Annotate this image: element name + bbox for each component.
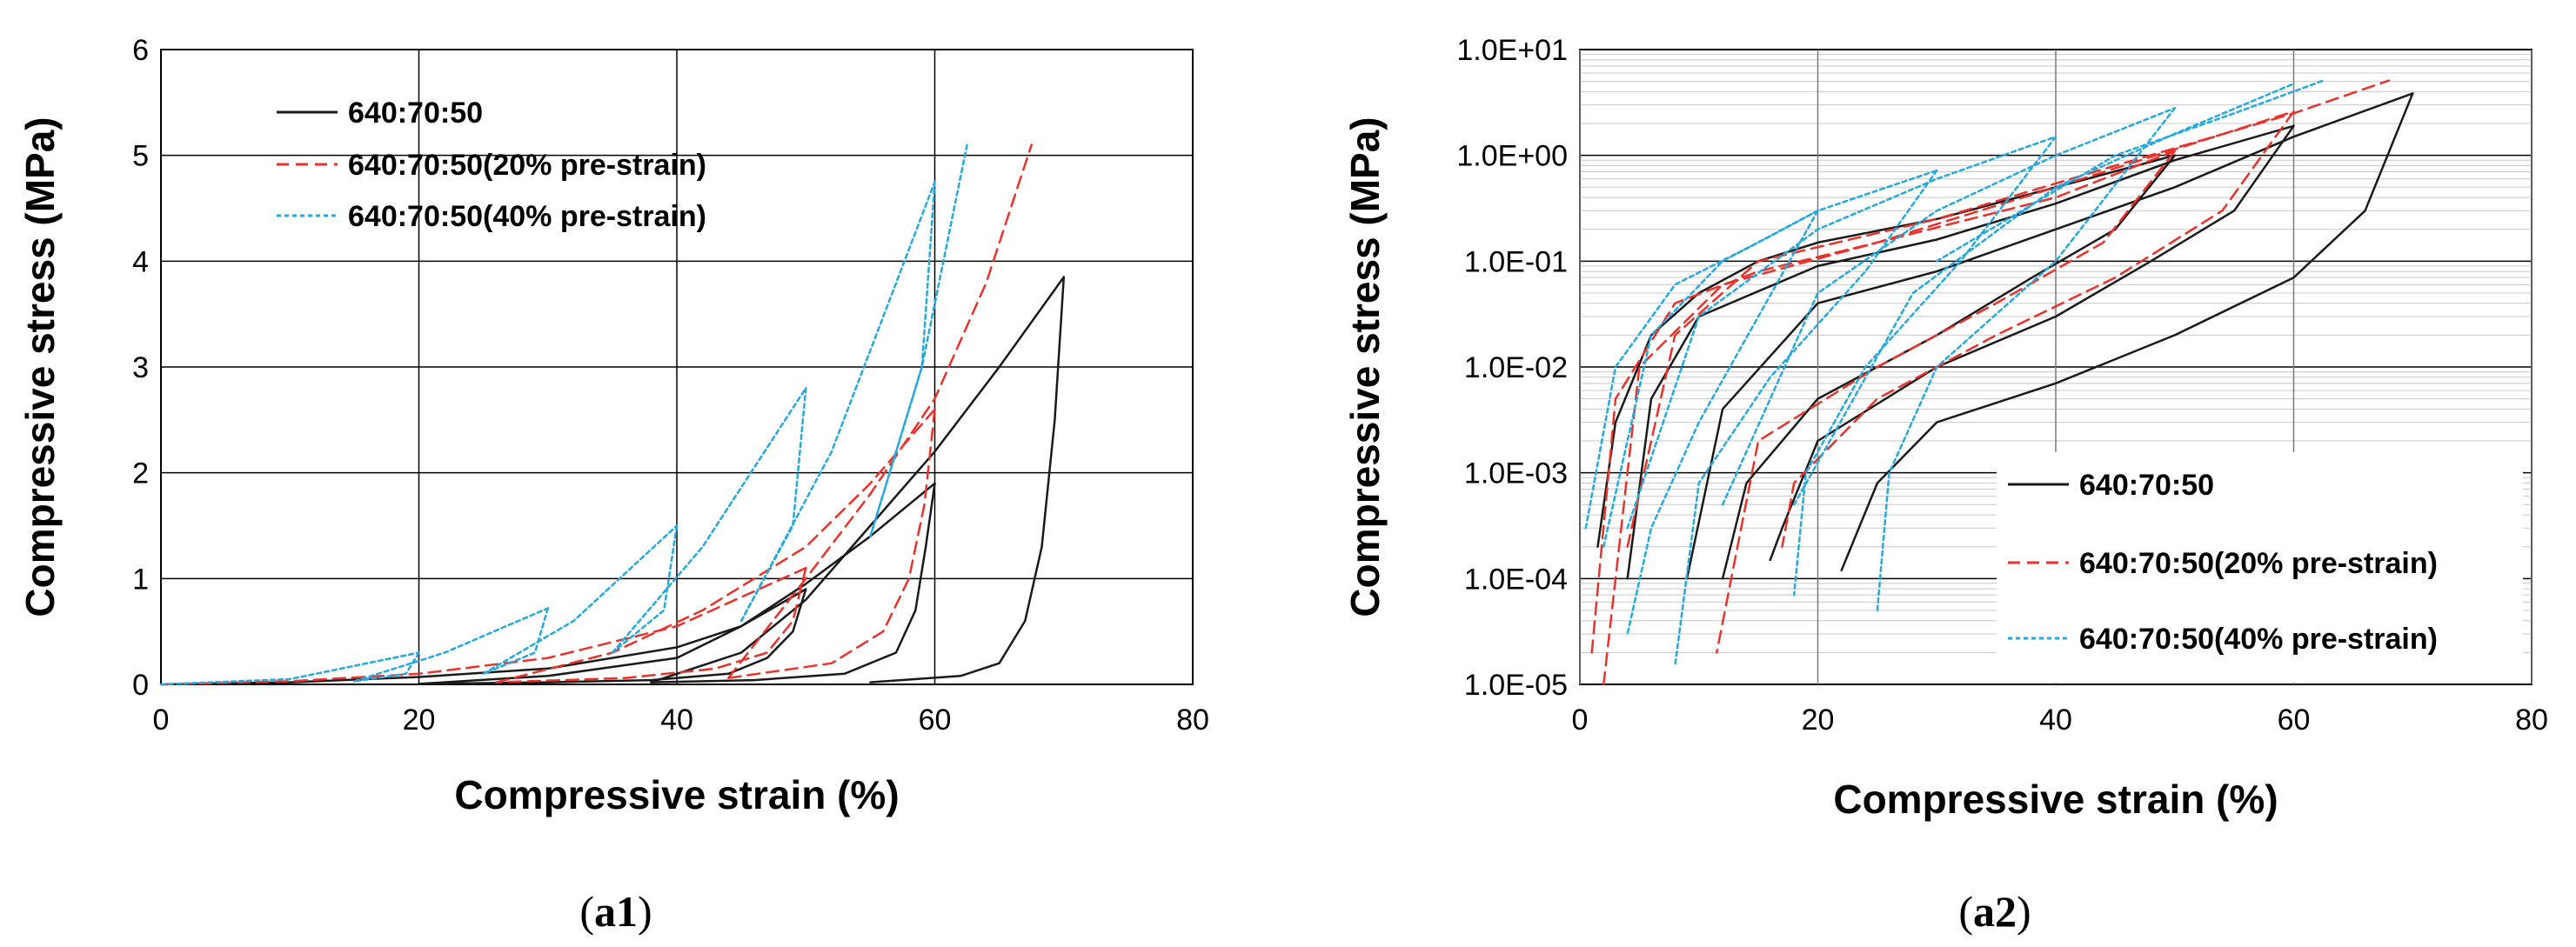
a1-series-layer <box>159 143 1066 686</box>
a2-series-layer <box>1584 79 2414 686</box>
a1-series-1-cycle-3-load <box>650 276 1066 684</box>
a1-x-tick-label: 0 <box>153 704 170 737</box>
a2-y-tick-labels: 1.0E-05 1.0E-04 1.0E-03 1.0E-02 1.0E-01 1.0E+… <box>1456 34 1568 702</box>
a2-series-1-cycle-3-load <box>1685 92 2414 580</box>
a1-x-tick-label: 80 <box>1176 704 1209 737</box>
a1-series-3-cycle-1-unload <box>353 651 420 683</box>
a1-y-tick-labels: 0 1 2 3 4 5 6 <box>132 34 149 702</box>
a1-legend-label-2: 640:70:50(20% pre-strain) <box>348 149 706 182</box>
a1-series-2-cycle-3-load <box>727 143 1033 679</box>
a2-series-2-cycle-1-load <box>1590 150 2177 654</box>
a1-series-3-cycle-4-load <box>611 387 807 654</box>
a2-series-2-cycle-2-load <box>1602 110 2295 686</box>
a2-legend-label-1: 640:70:50 <box>2079 469 2214 502</box>
a1-series-3-cycle-1-load <box>159 651 420 686</box>
a1-series-3-cycle-5-unload <box>869 180 936 537</box>
a2-y-tick-label: 1.0E-01 <box>1464 245 1568 278</box>
a2-series-3-cycle-5-load <box>1792 83 2295 506</box>
a1-gridlines <box>160 49 1194 685</box>
a2-series-2-cycle-2-unload <box>1781 110 2295 548</box>
a1-legend-label-3: 640:70:50(40% pre-strain) <box>348 200 706 233</box>
a1-y-tick-label: 5 <box>132 140 149 173</box>
a2-series-3-cycle-3-unload <box>1792 135 2057 597</box>
a1-x-tick-label: 40 <box>660 704 693 737</box>
a1-x-tick-label: 20 <box>403 704 436 737</box>
a2-series-3-cycle-3-load <box>1626 135 2057 530</box>
a2-series-1-cycle-3-unload <box>1840 92 2414 571</box>
a2-series-1-cycle-2-unload <box>1769 124 2295 562</box>
a1-y-tick-label: 1 <box>132 563 149 596</box>
a1-series-3-cycle-5-load <box>739 180 936 623</box>
a2-series-3-cycle-2-load <box>1602 169 1938 548</box>
a2-x-tick-label: 0 <box>1572 704 1589 737</box>
a2-series-3-cycle-4-unload <box>1876 107 2177 612</box>
a2-legend: 640:70:50 640:70:50(20% pre-strain) 640:… <box>1997 452 2523 683</box>
a1-x-axis-title: Compressive strain (%) <box>454 772 899 817</box>
a2-series-3-cycle-2-unload <box>1674 169 1938 667</box>
a2-x-tick-label: 20 <box>1802 704 1835 737</box>
a2-x-tick-labels: 0 20 40 60 80 <box>1572 704 2548 737</box>
a1-y-tick-label: 6 <box>132 34 149 67</box>
a1-series-3-cycle-3-load <box>482 524 679 676</box>
a2-caption-letter: a2 <box>1973 887 2017 936</box>
a1-y-tick-label: 4 <box>132 245 149 278</box>
a2-series-3-cycle-4-load <box>1721 107 2177 506</box>
a2-x-axis-title: Compressive strain (%) <box>1833 777 2278 822</box>
a1-series-2-cycle-2-unload <box>727 408 936 679</box>
a1-y-tick-label: 3 <box>132 351 149 384</box>
a1-series-2-cycle-2-load <box>495 408 936 684</box>
a1-series-3-cycle-3-unload <box>611 524 679 654</box>
a2-series-3-cycle-1-load <box>1584 210 1819 530</box>
a1-legend: 640:70:50 640:70:50(20% pre-strain) 640:… <box>277 97 706 233</box>
a1-x-tick-labels: 0 20 40 60 80 <box>153 704 1209 737</box>
a2-series-2-cycle-1-unload <box>1716 150 2177 654</box>
a1-series-2-cycle-1-load <box>159 566 807 686</box>
a2-y-axis-title: Compressive stress (MPa) <box>1342 117 1388 617</box>
a2-series-3-cycle-1-unload <box>1626 210 1819 636</box>
a2-legend-label-3: 640:70:50(40% pre-strain) <box>2079 623 2438 656</box>
a2-caption: (a2) <box>1958 887 2031 936</box>
a1-x-tick-label: 60 <box>919 704 952 737</box>
a2-y-tick-label: 1.0E-05 <box>1464 669 1568 702</box>
a2-y-tick-label: 1.0E-02 <box>1464 351 1568 384</box>
a1-caption: (a1) <box>579 887 652 936</box>
a2-series-2-cycle-3-load <box>1626 79 2391 548</box>
a2-x-tick-label: 60 <box>2278 704 2311 737</box>
chart-a1: 0 20 40 60 80 0 1 2 3 4 5 6 Compressive strain (%)… <box>17 34 1209 936</box>
a1-series-3-cycle-2-unload <box>482 607 550 676</box>
a2-x-tick-label: 40 <box>2039 704 2072 737</box>
chart-a2: 0 20 40 60 80 1.0E-051.0E-041.0E-031.0E-021.… <box>1342 34 2548 936</box>
a2-y-tick-label: 1.0E-04 <box>1464 563 1568 596</box>
a1-series-3-cycle-6-load <box>869 143 968 537</box>
a1-y-axis-title: Compressive stress (MPa) <box>17 117 63 617</box>
a2-y-tick-label: 1.0E+00 <box>1456 140 1568 173</box>
a1-series-1-cycle-3-unload <box>869 276 1066 684</box>
a2-x-tick-label: 80 <box>2515 704 2548 737</box>
a1-y-tick-label: 2 <box>132 457 149 490</box>
a1-legend-label-1: 640:70:50 <box>348 97 483 130</box>
a2-y-tick-label: 1.0E-03 <box>1464 457 1568 490</box>
a2-legend-label-2: 640:70:50(20% pre-strain) <box>2079 547 2438 580</box>
a1-y-tick-label: 0 <box>132 669 149 702</box>
a1-series-1-cycle-2-unload <box>650 482 936 684</box>
a1-caption-letter: a1 <box>594 887 638 936</box>
a1-series-3-cycle-2-load <box>353 607 550 683</box>
a2-y-tick-label: 1.0E+01 <box>1456 34 1568 67</box>
a1-series-1-cycle-1-unload <box>418 588 807 685</box>
a2-legend-box <box>1997 452 2523 683</box>
a2-series-3-cycle-6-load <box>1936 79 2325 263</box>
